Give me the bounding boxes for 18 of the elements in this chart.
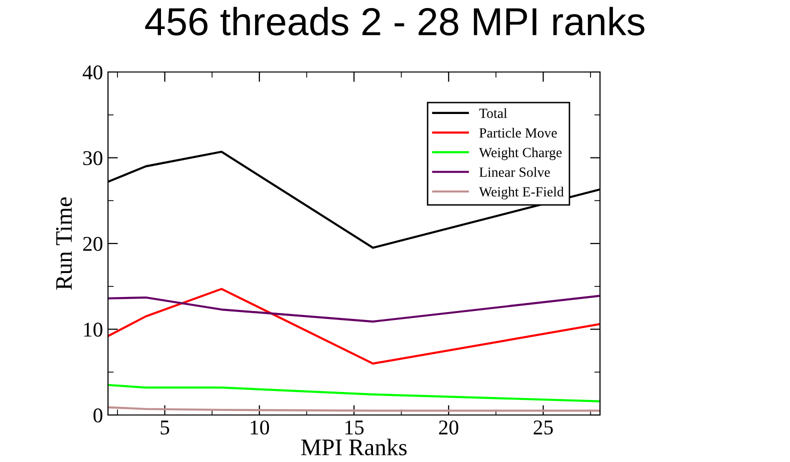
y-tick-label: 10 bbox=[84, 322, 102, 337]
y-tick-label: 0 bbox=[94, 408, 102, 422]
y-tick-label: 20 bbox=[83, 236, 102, 251]
x-axis-title: MPI Ranks bbox=[301, 438, 407, 456]
x-tick-label: 10 bbox=[250, 420, 270, 435]
chart-title: 456 threads 2 - 28 MPI ranks bbox=[145, 6, 644, 36]
legend-label: Weight E-Field bbox=[479, 186, 564, 200]
y-tick-label: 30 bbox=[83, 151, 102, 166]
legend-label: Total bbox=[479, 108, 508, 118]
x-tick-label: 5 bbox=[160, 420, 170, 435]
legend-label: Weight Charge bbox=[479, 147, 562, 160]
y-tick-label: 40 bbox=[82, 65, 102, 80]
x-tick-label: 25 bbox=[534, 420, 553, 435]
legend-label: Particle Move bbox=[479, 128, 557, 138]
x-tick-label: 20 bbox=[439, 420, 458, 435]
x-tick-label: 15 bbox=[345, 420, 364, 435]
legend-label: Linear Solve bbox=[479, 167, 550, 177]
y-axis-title: Run Time bbox=[56, 197, 72, 290]
